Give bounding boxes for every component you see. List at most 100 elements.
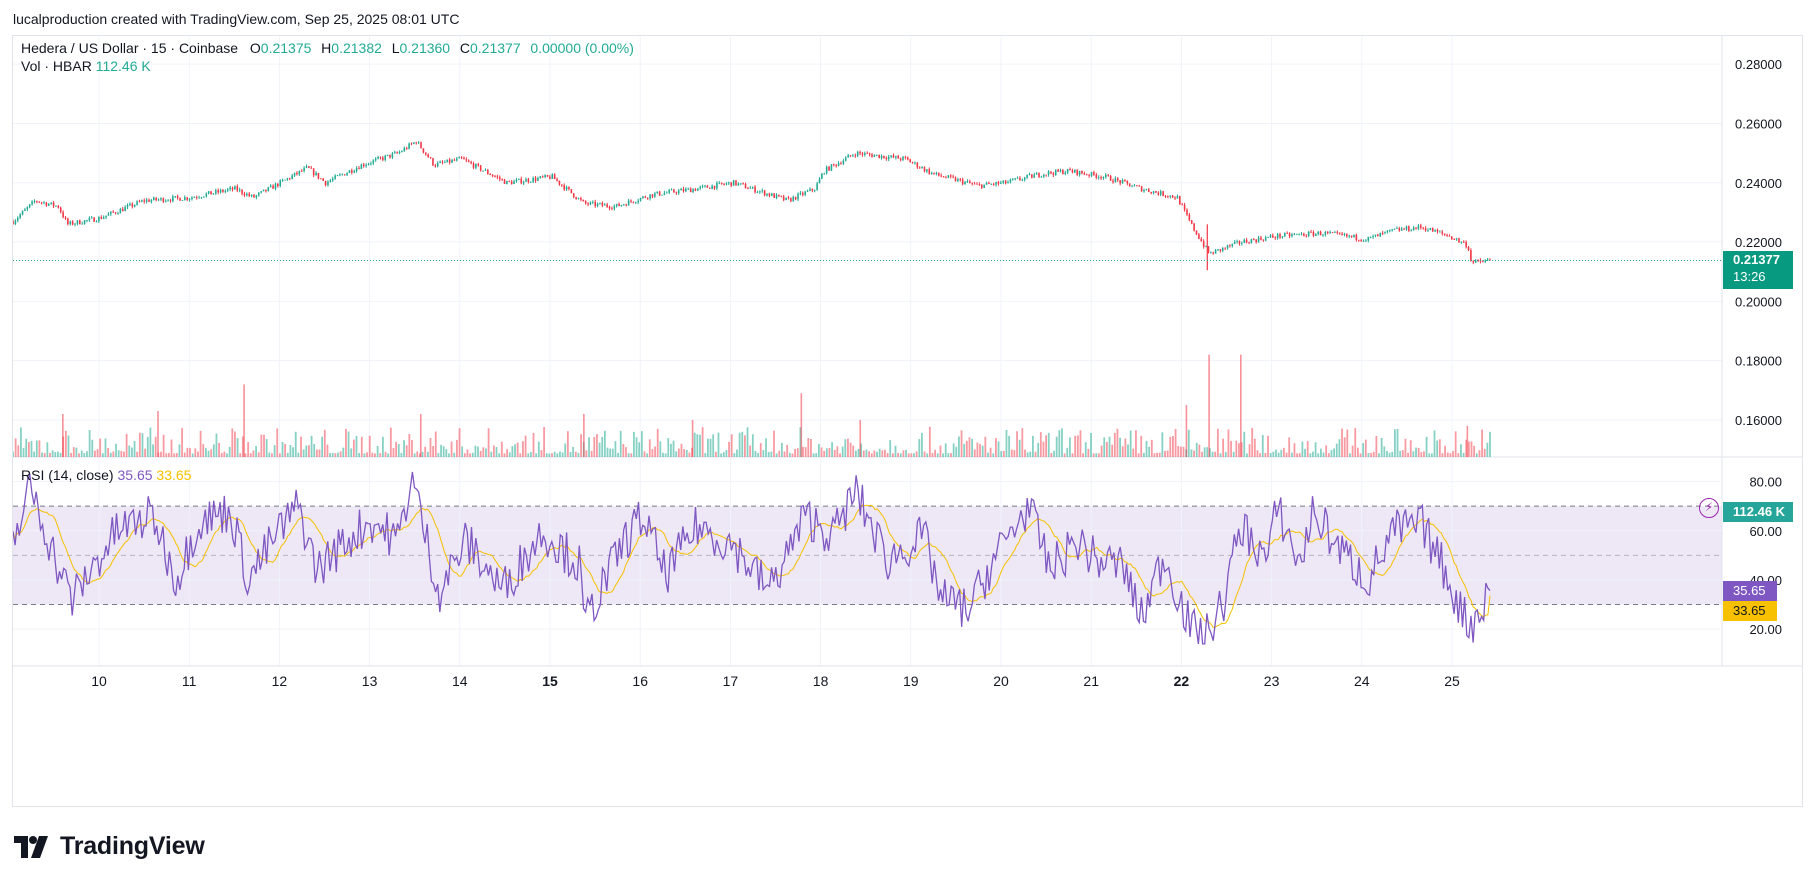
- candle-body: [670, 189, 673, 191]
- candle-body: [465, 159, 468, 161]
- candle-body: [1255, 239, 1257, 243]
- volume-bar: [609, 448, 612, 457]
- volume-legend[interactable]: Vol · HBAR 112.46 K: [21, 58, 151, 74]
- volume-bar: [543, 426, 545, 457]
- candle-body: [1446, 234, 1448, 236]
- candle-body: [1338, 232, 1341, 234]
- candle-body: [522, 181, 525, 184]
- candle-body: [1226, 245, 1229, 249]
- volume-bar: [469, 453, 472, 457]
- volume-bar: [894, 445, 897, 457]
- candle-body: [496, 176, 499, 178]
- chart-frame[interactable]: 0.28000 0.26000 0.24000 0.22000 0.20000 0.180…: [12, 35, 1803, 807]
- volume-bar: [1008, 435, 1011, 457]
- volume-bar: [1309, 453, 1312, 457]
- candle-body: [656, 191, 659, 194]
- volume-bar: [471, 452, 474, 457]
- candle-body: [1453, 239, 1456, 240]
- volume-bar: [1391, 451, 1394, 457]
- volume-bar: [527, 453, 530, 457]
- candle-body: [107, 213, 110, 216]
- volume-bar: [368, 435, 371, 457]
- candle-body: [1436, 229, 1439, 232]
- volume-bar: [64, 430, 67, 457]
- volume-bar: [334, 453, 337, 457]
- volume-bar: [1430, 453, 1433, 457]
- candle-body: [286, 178, 289, 180]
- volume-bar: [633, 431, 635, 457]
- volume-bar: [326, 444, 329, 457]
- candle-body: [1186, 209, 1188, 215]
- volume-bar: [741, 431, 744, 457]
- volume-bar: [1441, 453, 1444, 457]
- volume-bar: [80, 450, 83, 457]
- candle-body: [117, 213, 119, 215]
- candle-body: [639, 197, 642, 201]
- symbol-legend[interactable]: Hedera / US Dollar · 15 · Coinbase O0.21…: [21, 40, 634, 56]
- rsi-tag: 35.65: [1723, 580, 1777, 601]
- candle-body: [1386, 230, 1389, 232]
- candle-body: [234, 186, 236, 190]
- candle-body: [198, 197, 200, 199]
- candle-body: [503, 179, 506, 184]
- candle-body: [479, 165, 482, 171]
- rsi-line: [13, 471, 1491, 645]
- candle-body: [787, 197, 790, 199]
- volume-bar: [1380, 437, 1383, 457]
- volume-bar: [149, 427, 152, 457]
- volume-bar: [1113, 432, 1116, 457]
- volume-bar: [1224, 451, 1227, 457]
- volume-bar: [865, 449, 868, 457]
- volume-bar: [120, 450, 123, 457]
- candle-body: [572, 193, 575, 198]
- lightning-icon[interactable]: ⚡: [1699, 498, 1719, 518]
- candle-body: [1212, 252, 1215, 254]
- candle-body: [723, 184, 725, 185]
- candle-body: [265, 189, 267, 192]
- candle-body: [704, 185, 706, 187]
- candle-body: [1417, 225, 1420, 229]
- time-tick-label: 20: [993, 673, 1009, 689]
- volume-bar: [144, 448, 147, 457]
- candle-body: [797, 193, 799, 200]
- candle-body: [241, 189, 243, 194]
- volume-bar: [419, 414, 422, 457]
- volume-bar: [775, 453, 778, 457]
- candle-body: [794, 196, 797, 200]
- candle-body: [620, 205, 623, 207]
- candle-body: [119, 208, 122, 214]
- volume-bar: [426, 451, 429, 457]
- volume-bar: [1158, 452, 1161, 457]
- candle-body: [706, 185, 709, 188]
- candle-body: [489, 173, 492, 176]
- candle-body: [1422, 227, 1424, 229]
- candle-body: [1434, 229, 1436, 232]
- tradingview-logo[interactable]: TradingView: [14, 832, 205, 861]
- volume-bar: [561, 452, 564, 457]
- rsi-legend[interactable]: RSI (14, close) 35.65 33.65: [21, 467, 191, 483]
- candle-body: [821, 173, 823, 179]
- candle-body: [179, 197, 181, 201]
- candle-body: [1405, 226, 1408, 230]
- candle-body: [408, 143, 410, 149]
- candle-body: [823, 173, 826, 175]
- chart-canvas[interactable]: 0.28000 0.26000 0.24000 0.22000 0.20000 0.180…: [13, 36, 1802, 806]
- candle-body: [1415, 227, 1417, 229]
- candle-body: [1207, 246, 1210, 253]
- candle-body: [1064, 172, 1067, 175]
- volume-bar: [728, 441, 730, 457]
- candle-body: [646, 197, 649, 199]
- volume-bar: [331, 452, 334, 457]
- volume-bar: [1356, 447, 1359, 457]
- candle-body: [897, 155, 900, 159]
- candle-body: [365, 164, 367, 167]
- candle-body: [580, 198, 582, 200]
- volume-bar: [1174, 428, 1177, 457]
- candle-body: [651, 194, 654, 197]
- candle-body: [1045, 174, 1047, 176]
- candle-body: [1112, 180, 1114, 183]
- volume-bar: [1319, 448, 1322, 457]
- volume-bar: [1401, 450, 1404, 457]
- volume-bar: [1240, 442, 1243, 457]
- candle-body: [1398, 228, 1401, 231]
